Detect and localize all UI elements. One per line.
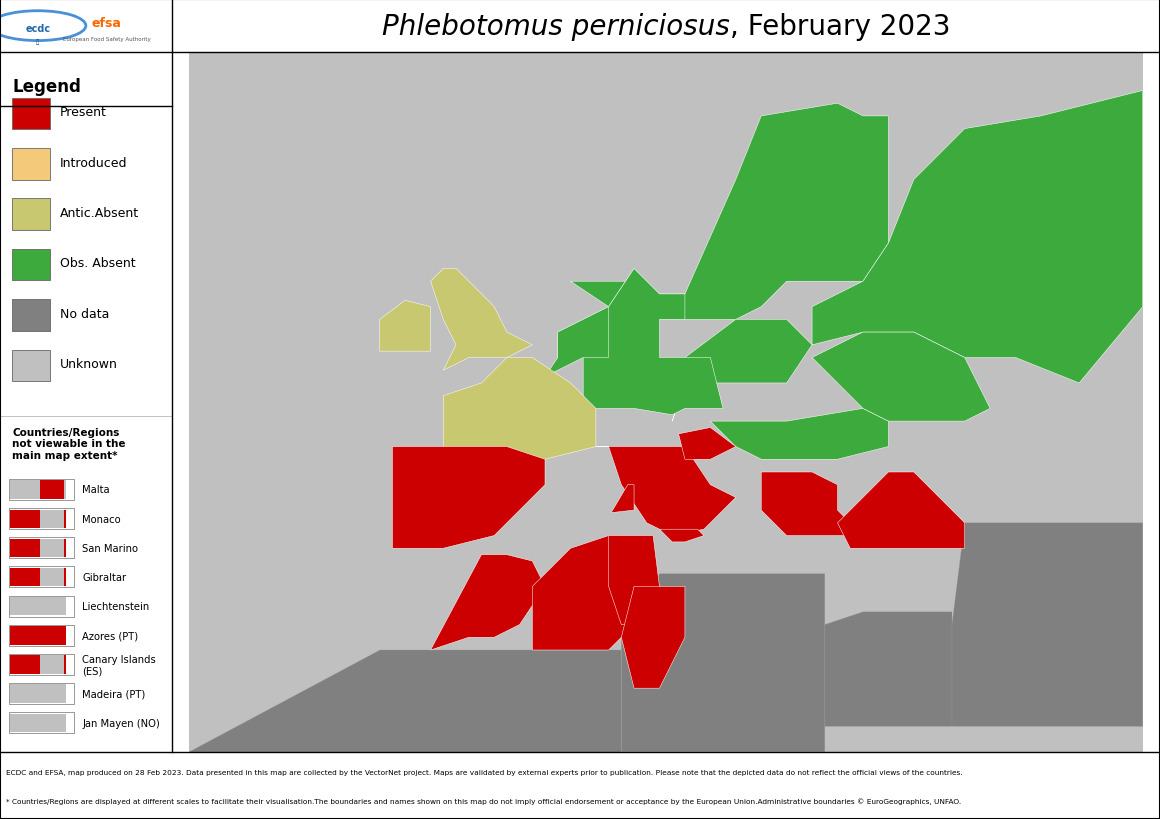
FancyBboxPatch shape (8, 595, 74, 617)
Polygon shape (825, 612, 952, 726)
FancyBboxPatch shape (10, 597, 66, 616)
Text: Phlebotomus perniciosus: Phlebotomus perniciosus (382, 12, 730, 41)
FancyBboxPatch shape (8, 625, 74, 646)
Polygon shape (532, 536, 660, 650)
FancyBboxPatch shape (8, 713, 74, 733)
Text: ⬛: ⬛ (36, 40, 39, 45)
FancyBboxPatch shape (12, 149, 50, 180)
Polygon shape (609, 536, 660, 625)
Polygon shape (672, 320, 812, 422)
FancyBboxPatch shape (10, 568, 66, 586)
FancyBboxPatch shape (12, 98, 50, 130)
Text: ecdc: ecdc (26, 25, 50, 34)
FancyBboxPatch shape (10, 685, 66, 703)
Polygon shape (761, 473, 863, 536)
Polygon shape (838, 473, 965, 549)
FancyBboxPatch shape (8, 479, 74, 500)
Polygon shape (430, 269, 532, 371)
Polygon shape (611, 485, 635, 513)
FancyBboxPatch shape (39, 655, 65, 674)
FancyBboxPatch shape (12, 351, 50, 382)
Polygon shape (189, 53, 1143, 752)
FancyBboxPatch shape (12, 199, 50, 231)
Polygon shape (379, 301, 430, 351)
Text: Madeira (PT): Madeira (PT) (82, 689, 146, 699)
Polygon shape (679, 428, 735, 459)
FancyBboxPatch shape (8, 567, 74, 588)
Polygon shape (596, 447, 735, 536)
Text: * Countries/Regions are displayed at different scales to facilitate their visual: * Countries/Regions are displayed at dif… (6, 798, 960, 804)
Text: , February 2023: , February 2023 (556, 12, 776, 41)
Text: Countries/Regions
not viewable in the
main map extent*: Countries/Regions not viewable in the ma… (12, 427, 125, 460)
Polygon shape (812, 92, 1143, 383)
FancyBboxPatch shape (10, 627, 66, 645)
FancyBboxPatch shape (8, 509, 74, 529)
FancyBboxPatch shape (8, 537, 74, 559)
Text: Unknown: Unknown (60, 358, 118, 371)
Text: Malta: Malta (82, 485, 110, 495)
Text: European Food Safety Authority: European Food Safety Authority (63, 38, 151, 43)
Text: Present: Present (60, 106, 107, 119)
Text: Obs. Absent: Obs. Absent (60, 257, 136, 270)
FancyBboxPatch shape (39, 568, 65, 586)
Text: Antic.Absent: Antic.Absent (60, 206, 139, 219)
Polygon shape (392, 447, 545, 549)
Text: Jan Mayen (NO): Jan Mayen (NO) (82, 717, 160, 728)
FancyBboxPatch shape (10, 510, 66, 528)
Text: Gibraltar: Gibraltar (82, 572, 126, 582)
Text: ECDC and EFSA, map produced on 28 Feb 2023. Data presented in this map are colle: ECDC and EFSA, map produced on 28 Feb 20… (6, 768, 963, 775)
FancyBboxPatch shape (39, 481, 65, 500)
Text: No data: No data (60, 307, 109, 320)
Text: Liechtenstein: Liechtenstein (82, 601, 150, 611)
Text: Azores (PT): Azores (PT) (82, 631, 138, 640)
Polygon shape (660, 530, 704, 542)
Text: efsa: efsa (92, 17, 122, 30)
FancyBboxPatch shape (8, 683, 74, 704)
Text: Monaco: Monaco (82, 514, 121, 524)
FancyBboxPatch shape (39, 539, 65, 558)
FancyBboxPatch shape (12, 250, 50, 281)
FancyBboxPatch shape (10, 713, 66, 732)
Text: San Marino: San Marino (82, 543, 138, 553)
Text: Phlebotomus perniciosus: Phlebotomus perniciosus (492, 12, 840, 41)
Polygon shape (622, 574, 825, 752)
Polygon shape (571, 104, 889, 320)
FancyBboxPatch shape (10, 481, 66, 500)
Polygon shape (545, 307, 609, 377)
Text: , February 2023: , February 2023 (730, 12, 950, 41)
Polygon shape (443, 358, 596, 459)
FancyBboxPatch shape (10, 539, 66, 558)
Polygon shape (812, 333, 991, 422)
Polygon shape (710, 409, 889, 459)
Text: Canary Islands
(ES): Canary Islands (ES) (82, 654, 157, 676)
Text: Legend: Legend (12, 78, 81, 96)
Text: Introduced: Introduced (60, 156, 128, 170)
Polygon shape (189, 650, 622, 752)
FancyBboxPatch shape (10, 655, 66, 674)
Polygon shape (558, 269, 723, 415)
FancyBboxPatch shape (8, 654, 74, 675)
Polygon shape (952, 523, 1143, 726)
Polygon shape (622, 586, 684, 688)
Polygon shape (430, 555, 545, 650)
FancyBboxPatch shape (12, 300, 50, 331)
FancyBboxPatch shape (39, 510, 65, 528)
